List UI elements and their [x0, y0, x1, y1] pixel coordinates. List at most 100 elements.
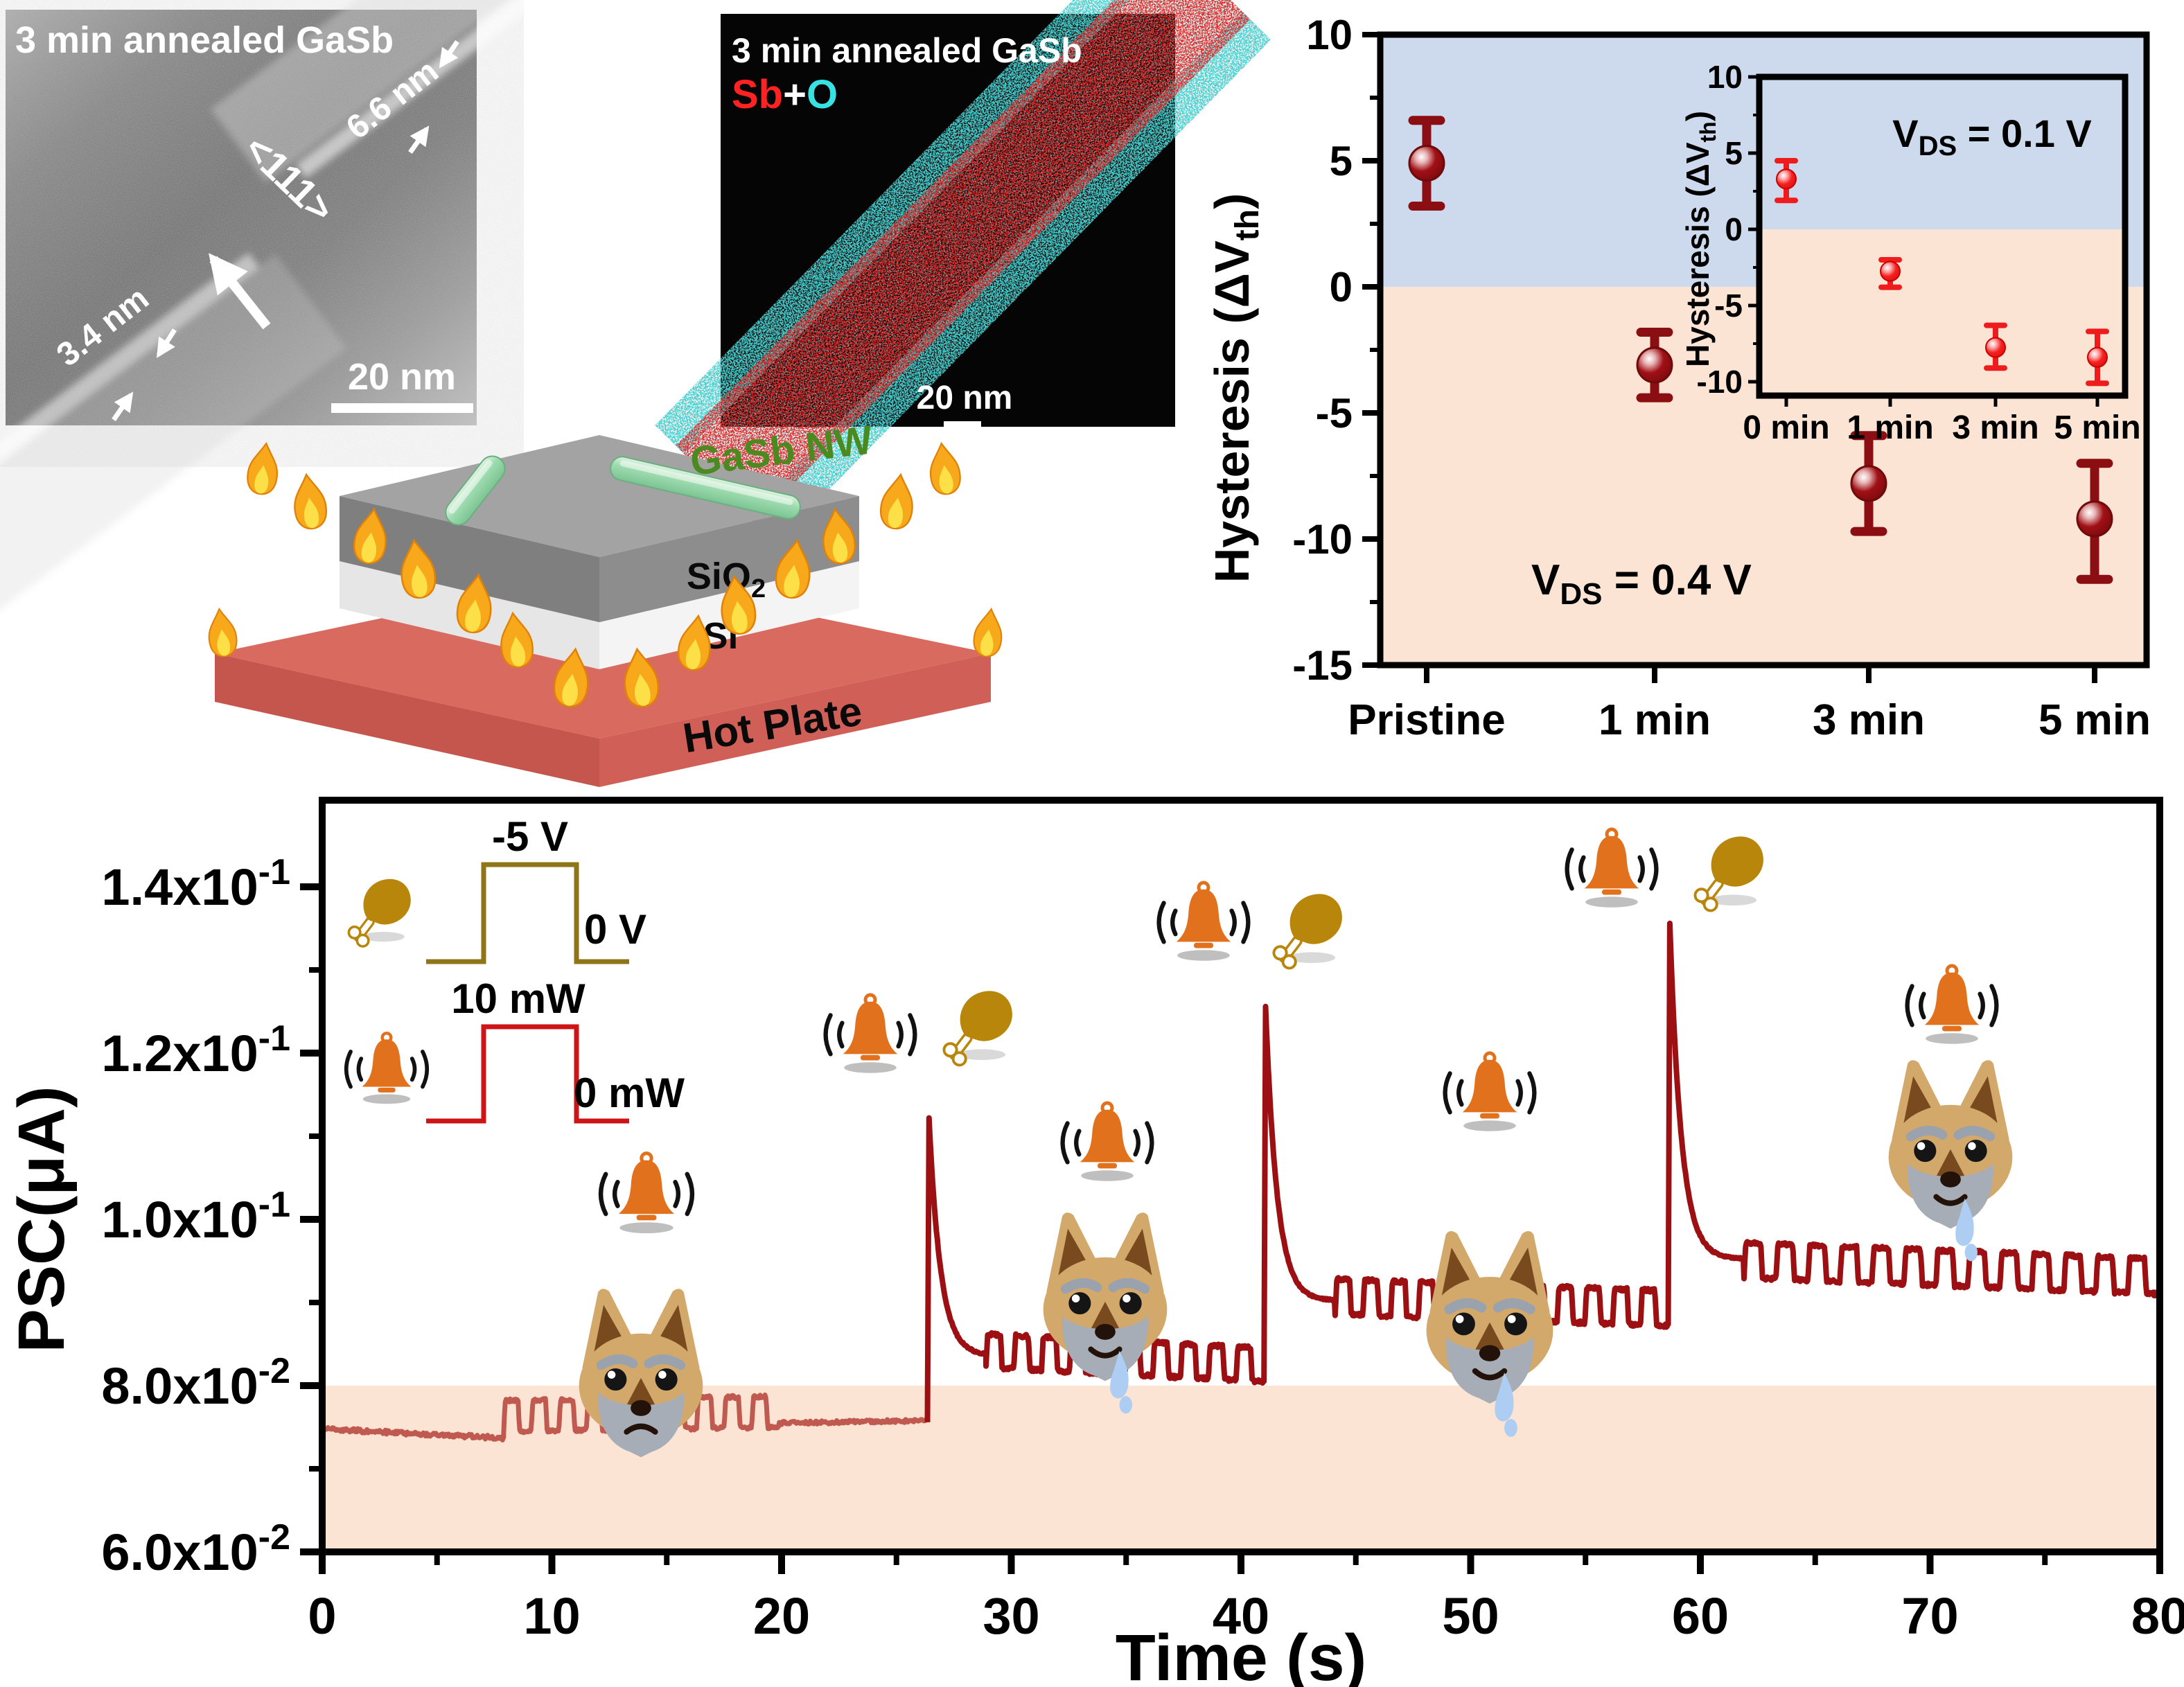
inset-positive-background	[1759, 77, 2125, 229]
dog-drool-icon	[1043, 1212, 1168, 1413]
inset-y-tick-label: 5	[1725, 135, 1743, 171]
data-point	[2076, 459, 2113, 584]
hysteresis-y-axis-label: Hysteresis (ΔVth)	[1205, 193, 1266, 583]
data-marker	[1850, 465, 1887, 502]
eds-title: 3 min annealed GaSb	[732, 31, 1082, 70]
flame-icon	[971, 606, 1006, 659]
inset-x-category-label: 3 min	[1952, 409, 2038, 446]
x-category-label: Pristine	[1348, 696, 1505, 744]
inset-x-category-label: 5 min	[2054, 409, 2140, 446]
gate-pulse-waveform	[426, 862, 629, 964]
flame-icon	[877, 472, 917, 531]
tem-micrograph	[0, 0, 576, 649]
y-tick-label: 8.0x10-2	[101, 1351, 290, 1415]
x-tick-label: 40	[1213, 1587, 1269, 1645]
bell-icon	[1159, 883, 1249, 961]
x-tick-label: 80	[2131, 1587, 2184, 1645]
data-point	[1850, 431, 1887, 536]
y-tick-label: 5	[1330, 138, 1353, 184]
y-tick-label: 0	[1330, 264, 1353, 310]
inset-x-category-label: 1 min	[1847, 409, 1933, 446]
inset-data-point	[1774, 158, 1798, 204]
y-tick-label: 1.0x10-1	[101, 1185, 290, 1248]
psc-x-axis-label: Time (s)	[1116, 1621, 1367, 1687]
light-low-label: 0 mW	[574, 1070, 685, 1116]
data-marker	[1636, 346, 1673, 384]
drumstick-icon	[344, 877, 415, 948]
tem-scalebar	[331, 403, 473, 413]
inset-negative-background	[1759, 229, 2125, 396]
x-tick-label: 50	[1442, 1587, 1499, 1645]
drumstick-icon	[1689, 834, 1768, 912]
x-tick-label: 10	[523, 1587, 580, 1645]
y-tick-label: 1.4x10-1	[101, 852, 290, 916]
flame-icon	[204, 606, 240, 659]
eds-nanowire-band	[655, 0, 1271, 544]
light-high-label: 10 mW	[451, 975, 585, 1022]
main-data-series	[1408, 116, 2113, 584]
growth-arrow-icon	[209, 253, 271, 330]
bell-icon	[1063, 1103, 1152, 1181]
eds-legend-plus: +	[783, 72, 807, 117]
y-tick-label: 1.2x10-1	[101, 1018, 290, 1082]
eds-legend-sb: Sb	[732, 72, 783, 117]
inset-data-marker	[1880, 260, 1901, 282]
y-tick-label: -5	[1316, 390, 1353, 436]
eds-scalebar-label: 20 nm	[917, 380, 1013, 416]
flame-icon	[290, 472, 330, 531]
flame-icon	[245, 441, 282, 497]
hysteresis-chart: 10 5 0 -5 -10 -15 Pristine 1 min 3 min 5 min Hyste…	[1205, 12, 2151, 744]
psc-y-axis-label: PSC(μA)	[5, 1086, 78, 1352]
tem-vacuum-region	[0, 254, 347, 649]
y-tick-label: 6.0x10-2	[101, 1517, 290, 1581]
drumstick-icon	[1268, 892, 1347, 970]
bell-icon	[601, 1154, 692, 1233]
bell-icon	[1445, 1053, 1535, 1131]
main-plot-frame	[1377, 31, 2150, 669]
x-category-label: 5 min	[2038, 696, 2151, 744]
arrow-icon	[112, 391, 134, 421]
psc-axis-ticks: 1.4x10-1 1.2x10-1 1.0x10-1 8.0x10-2 6.0x10-2…	[101, 852, 2184, 1645]
inset-y-tick-label: 10	[1707, 59, 1743, 95]
psc-time-chart: 1.4x10-1 1.2x10-1 1.0x10-1 8.0x10-2 6.0x10-2…	[5, 797, 2184, 1687]
data-marker	[1408, 145, 1445, 182]
y-tick-label: 10	[1306, 12, 1353, 58]
inset-plot-frame	[1756, 73, 2129, 399]
bell-icon	[1908, 966, 1997, 1044]
inset-y-tick-label: 0	[1725, 211, 1743, 247]
main-axis-ticks: 10 5 0 -5 -10 -15 Pristine 1 min 3 min 5 min	[1292, 12, 2151, 744]
data-marker	[2076, 500, 2113, 538]
annealing-schematic: GaSb NW SiO2 Si Hot Plate	[204, 417, 1006, 787]
inset-y-tick-label: -5	[1714, 288, 1743, 324]
x-category-label: 3 min	[1813, 696, 1925, 744]
inset-y-tick-label: -10	[1697, 364, 1743, 400]
inset-data-marker	[1776, 168, 1797, 190]
light-pulse-waveform	[426, 1024, 629, 1124]
dog-drool-icon	[1889, 1060, 2013, 1261]
eds-map-panel: 3 min annealed GaSb Sb+O 20 nm	[655, 0, 1271, 544]
gasb-nanowire	[610, 456, 801, 520]
inset-y-axis-label: Hysteresis (ΔVth)	[1680, 111, 1720, 367]
x-tick-label: 60	[1672, 1587, 1729, 1645]
inset-x-category-label: 0 min	[1743, 409, 1829, 446]
x-category-label: 1 min	[1599, 696, 1711, 744]
inset-chart: 10 5 0 -5 -100 min 1 min 3 min 5 min Hysteresis …	[1680, 59, 2141, 446]
x-tick-label: 20	[753, 1587, 810, 1645]
psc-plot-frame	[319, 797, 2163, 1555]
tem-image-panel: 3 min annealed GaSb 6.6 nm <111> 3.4 nm …	[0, 0, 576, 649]
eds-scalebar	[944, 421, 981, 428]
y-tick-label: -10	[1292, 516, 1353, 563]
tem-vacuum-region2	[211, 0, 576, 183]
bell-icon	[826, 995, 915, 1073]
vds-annotation: VDS = 0.4 V	[1531, 556, 1752, 611]
gasb-nanowire	[445, 455, 506, 526]
inset-data-point	[1984, 322, 2007, 371]
arrow-icon	[156, 328, 177, 358]
data-point	[1636, 328, 1673, 403]
inset-data-marker	[1985, 337, 2006, 358]
arrow-icon	[408, 125, 430, 154]
x-tick-label: 30	[983, 1587, 1039, 1645]
arrow-icon	[439, 40, 459, 69]
bell-icon	[1567, 829, 1657, 908]
tem-shell-band-left	[0, 253, 260, 542]
